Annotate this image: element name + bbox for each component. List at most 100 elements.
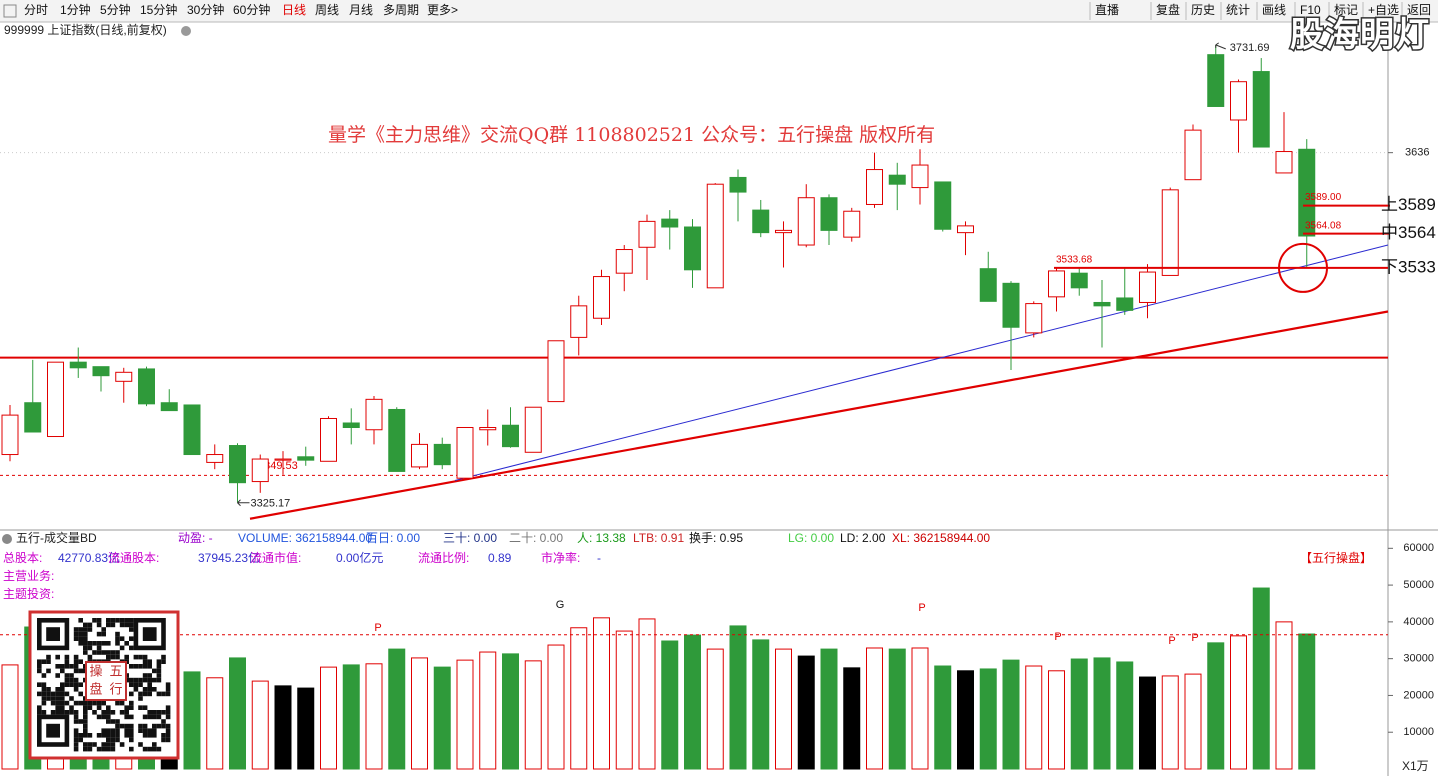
qr-module xyxy=(101,650,106,655)
qr-module xyxy=(64,659,70,664)
qr-module xyxy=(87,733,93,738)
qr-module xyxy=(78,700,83,706)
qr-module xyxy=(142,691,148,697)
qr-module xyxy=(78,641,83,646)
qr-module xyxy=(87,746,93,752)
qr-module xyxy=(115,723,120,729)
qr-module xyxy=(96,733,102,738)
qr-module xyxy=(129,737,134,743)
volume-bar xyxy=(1048,670,1065,770)
candle-body xyxy=(797,197,815,246)
qr-module xyxy=(152,677,157,683)
period-tab[interactable]: 15分钟 xyxy=(140,2,177,17)
qr-module xyxy=(83,746,88,752)
qr-module xyxy=(73,737,79,743)
qr-module xyxy=(96,641,102,646)
period-tab[interactable]: 多周期 xyxy=(383,3,419,17)
qr-module xyxy=(73,719,79,724)
qr-module xyxy=(37,664,42,669)
qr-module xyxy=(92,618,97,623)
y-tick-label: 3636 xyxy=(1405,147,1429,159)
volume-bar xyxy=(1093,657,1111,770)
tool-button[interactable]: 标记 xyxy=(1334,3,1358,17)
candle-body xyxy=(752,209,770,234)
candle-body xyxy=(1161,189,1179,276)
tool-button[interactable]: 复盘 xyxy=(1156,2,1180,17)
menu-icon[interactable] xyxy=(3,4,17,18)
qr-module xyxy=(133,664,139,669)
qr-module xyxy=(129,618,134,623)
period-tab[interactable]: 周线 xyxy=(315,3,339,17)
qr-module xyxy=(46,668,51,674)
volume-bar xyxy=(342,664,360,770)
qr-module xyxy=(83,700,88,706)
qr-module xyxy=(129,733,134,738)
qr-module xyxy=(69,673,74,678)
volume-bar xyxy=(1230,635,1247,770)
chart-title: 999999 上证指数(日线,前复权) xyxy=(4,22,167,37)
tool-button[interactable]: 直播 xyxy=(1095,3,1119,17)
qr-module xyxy=(96,622,102,628)
candle-body xyxy=(1,414,19,456)
qr-module xyxy=(73,746,79,752)
qr-module xyxy=(119,700,125,706)
tool-button[interactable]: 返回 xyxy=(1407,3,1431,17)
signal-mark: P xyxy=(1054,631,1061,643)
qr-module xyxy=(101,728,106,733)
qr-module xyxy=(161,723,166,729)
qr-module xyxy=(73,728,79,733)
period-tab[interactable]: 日线 xyxy=(282,3,306,17)
tool-button[interactable]: 历史 xyxy=(1191,3,1215,17)
candle-body xyxy=(411,443,428,468)
candle-body xyxy=(729,176,747,193)
volume-bar xyxy=(1116,661,1134,770)
info-item: 市净率: xyxy=(541,550,580,565)
qr-module xyxy=(41,673,47,678)
period-tab[interactable]: 5分钟 xyxy=(100,2,131,17)
qr-module xyxy=(69,705,74,710)
qr-module xyxy=(129,677,134,683)
qr-module xyxy=(60,696,65,701)
qr-module xyxy=(46,654,51,660)
period-tab[interactable]: 1分钟 xyxy=(60,2,91,17)
qr-module xyxy=(55,700,60,706)
qr-module xyxy=(138,682,143,687)
period-tab[interactable]: 更多> xyxy=(427,3,458,17)
period-tab[interactable]: 30分钟 xyxy=(187,2,224,17)
qr-module xyxy=(83,636,88,641)
qr-module xyxy=(73,710,79,715)
qr-module xyxy=(152,723,157,729)
qr-finder xyxy=(36,617,70,651)
qr-module xyxy=(129,636,134,641)
qr-module xyxy=(165,687,171,692)
qr-module xyxy=(165,682,171,687)
info-tag: 【五行操盘】 xyxy=(1300,550,1372,565)
qr-module xyxy=(73,700,79,706)
qr-module xyxy=(64,682,70,687)
tool-button[interactable]: 统计 xyxy=(1226,3,1250,17)
qr-module xyxy=(83,733,88,738)
qr-module xyxy=(55,687,60,692)
qr-module xyxy=(124,728,129,733)
candle-body xyxy=(684,226,701,271)
volume-bar xyxy=(706,648,724,770)
volume-bar xyxy=(1139,676,1156,770)
qr-module xyxy=(96,714,102,720)
period-tab[interactable]: 分时 xyxy=(24,3,48,17)
tool-button[interactable]: 画线 xyxy=(1262,3,1286,17)
period-tab[interactable]: 月线 xyxy=(349,3,373,17)
qr-module xyxy=(124,618,129,623)
info-item: 0.89 xyxy=(488,551,512,565)
qr-module xyxy=(165,728,171,733)
qr-module xyxy=(83,641,88,646)
candle-body xyxy=(524,406,542,453)
qr-module xyxy=(55,696,60,701)
tool-button[interactable]: F10 xyxy=(1300,3,1321,17)
period-tab[interactable]: 60分钟 xyxy=(233,2,270,17)
pointer xyxy=(1215,42,1226,50)
tool-button[interactable]: +自选 xyxy=(1368,3,1399,17)
qr-module xyxy=(73,733,79,738)
level-label: 3533.68 xyxy=(1056,255,1093,266)
qr-module xyxy=(138,664,143,669)
qr-module xyxy=(129,705,134,710)
